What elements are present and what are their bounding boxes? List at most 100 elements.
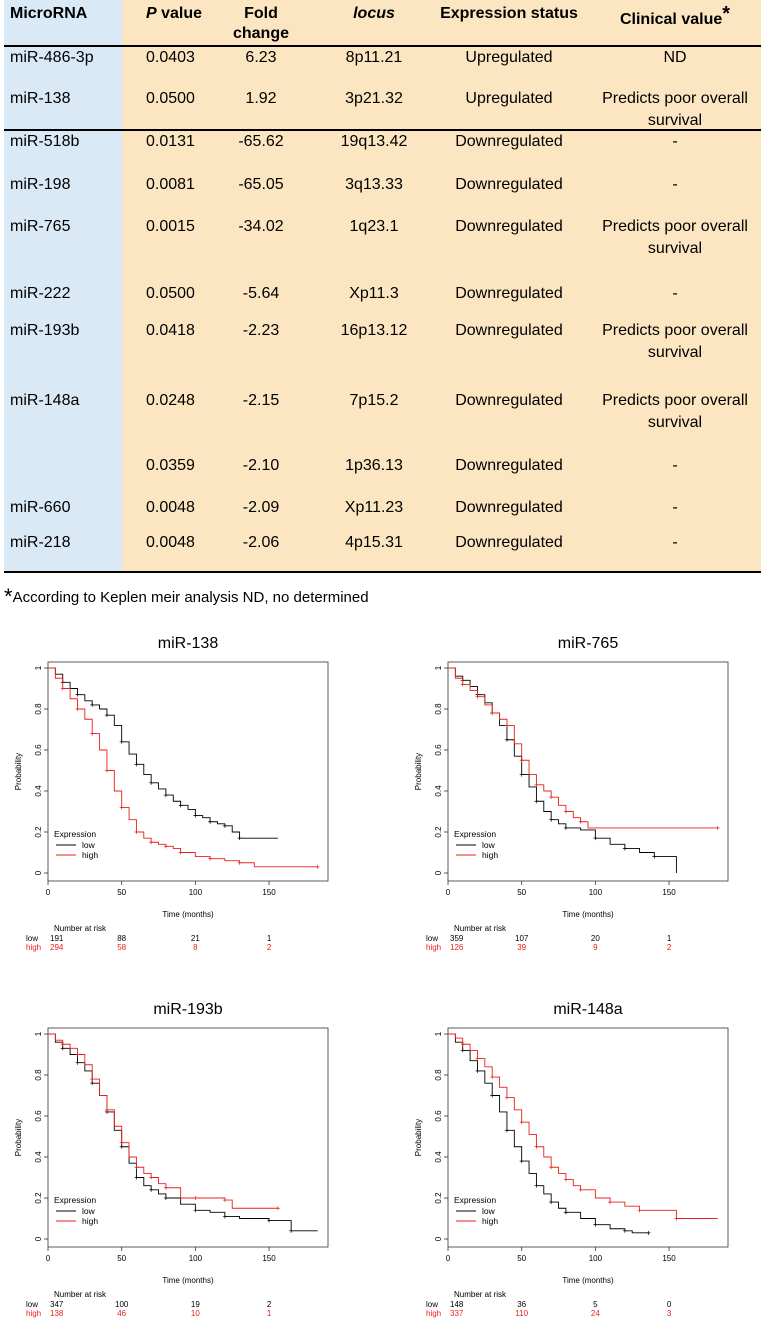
cell-p: 0.0500 — [146, 285, 195, 302]
cell-expr: Downregulated — [455, 534, 563, 551]
x-tick-label: 150 — [262, 1254, 276, 1263]
censor-mark — [134, 830, 139, 834]
censor-mark — [104, 768, 109, 773]
risk-row-label-high: high — [26, 1309, 41, 1318]
risk-count-low: 5 — [593, 1300, 598, 1309]
survival-curve-high — [448, 1033, 718, 1219]
risk-header: Number at risk — [454, 1290, 507, 1299]
y-tick-label: 0 — [34, 870, 43, 875]
censor-mark — [75, 707, 80, 711]
header-fold-change: Fold change — [232, 5, 289, 42]
legend-label-high: high — [482, 1216, 498, 1226]
risk-count-low: 191 — [50, 934, 64, 943]
x-tick-label: 50 — [117, 1254, 126, 1263]
km-plot-mir-765: miR-765 0 0.2 0.4 0.6 0.8 1 0 50 100 150 Time (mont… — [400, 624, 765, 969]
survival-curve-low — [48, 667, 278, 839]
plot-title: miR-193b — [153, 1001, 222, 1018]
censor-mark — [75, 1052, 80, 1057]
censor-mark — [549, 795, 554, 800]
censor-mark — [622, 1228, 627, 1233]
footnote-text: According to Keplen meir analysis ND, no… — [12, 589, 369, 606]
censor-mark — [460, 1042, 465, 1047]
cell-p: 0.0418 — [146, 322, 195, 339]
censor-mark — [60, 686, 65, 691]
censor-mark — [549, 1165, 554, 1170]
censor-mark — [652, 854, 657, 859]
cell-name: miR-222 — [10, 285, 71, 302]
risk-count-low: 20 — [591, 934, 600, 943]
censor-mark — [490, 1075, 495, 1080]
censor-mark — [593, 836, 598, 841]
header-microrna: MicroRNA — [10, 5, 88, 22]
x-tick-label: 50 — [117, 888, 126, 897]
km-svg: miR-138 0 0.2 0.4 0.6 0.8 1 0 50 100 150 Time (mont… — [14, 635, 329, 952]
censor-mark — [504, 1095, 509, 1100]
cell-p: 0.0248 — [146, 392, 195, 409]
cell-p: 0.0048 — [146, 534, 195, 551]
cell-clinical: - — [672, 457, 678, 474]
cell-p: 0.0403 — [146, 49, 195, 66]
cell-clinical: Predicts poor overall survival — [602, 392, 748, 431]
cell-locus: 3p21.32 — [345, 90, 403, 107]
censor-mark — [289, 1228, 294, 1233]
risk-count-high: 294 — [50, 943, 64, 952]
header-expression-status: Expression status — [440, 5, 578, 22]
x-axis-label: Time (months) — [162, 910, 214, 919]
risk-count-high: 337 — [450, 1309, 464, 1318]
censor-mark — [119, 1140, 124, 1145]
legend-label-high: high — [82, 850, 98, 860]
censor-mark — [578, 819, 583, 824]
risk-count-low: 0 — [667, 1300, 672, 1309]
risk-row-label-high: high — [426, 943, 441, 952]
cell-fold: 1.92 — [245, 90, 277, 107]
cell-expr: Upregulated — [465, 49, 553, 66]
censor-mark — [208, 819, 213, 824]
cell-name: miR-138 — [10, 90, 71, 107]
censor-mark — [519, 758, 524, 763]
risk-count-high: 2 — [267, 943, 272, 952]
censor-mark — [534, 1144, 539, 1149]
y-tick-label: 1 — [434, 665, 443, 670]
censor-mark — [222, 1198, 227, 1203]
cell-clinical: Predicts poor overall survival — [602, 90, 748, 129]
y-tick-label: 0.2 — [34, 826, 43, 838]
y-tick-label: 0.2 — [434, 1192, 443, 1204]
y-tick-label: 0.4 — [34, 1151, 43, 1163]
censor-mark — [563, 825, 568, 830]
cell-locus: 16p13.12 — [340, 322, 408, 339]
legend-title: Expression — [454, 829, 496, 839]
survival-curve-high — [448, 667, 718, 829]
risk-row-label-high: high — [426, 1309, 441, 1318]
censor-mark — [519, 1120, 524, 1125]
km-plot-mir-138: miR-138 0 0.2 0.4 0.6 0.8 1 0 50 100 150 Time (mont… — [0, 624, 365, 969]
censor-mark — [475, 1056, 480, 1061]
x-tick-label: 0 — [446, 1254, 451, 1263]
censor-mark — [149, 840, 154, 845]
censor-mark — [674, 1216, 679, 1221]
cell-locus: Xp11.23 — [344, 499, 404, 516]
risk-count-low: 21 — [191, 934, 200, 943]
censor-mark — [163, 1196, 168, 1200]
y-tick-label: 0 — [34, 1236, 43, 1241]
censor-mark — [275, 1206, 280, 1211]
x-tick-label: 100 — [589, 1254, 603, 1263]
censor-mark — [475, 1068, 480, 1073]
legend-label-low: low — [482, 840, 496, 850]
censor-mark — [563, 1177, 568, 1182]
x-tick-label: 0 — [446, 888, 451, 897]
censor-mark — [119, 739, 124, 744]
y-tick-label: 0.6 — [434, 744, 443, 756]
y-tick-label: 1 — [34, 665, 43, 670]
legend-title: Expression — [454, 1195, 496, 1205]
censor-mark — [460, 1048, 465, 1053]
table-bottom-rule — [4, 571, 761, 573]
cell-name: miR-198 — [10, 176, 71, 193]
risk-count-high: 1 — [267, 1309, 272, 1318]
cell-fold: -5.64 — [242, 285, 280, 302]
cell-locus: 4p15.31 — [345, 534, 403, 551]
x-tick-label: 150 — [662, 1254, 676, 1263]
legend-title: Expression — [54, 1195, 96, 1205]
censor-mark — [519, 1159, 524, 1164]
risk-row-label-high: high — [26, 943, 41, 952]
